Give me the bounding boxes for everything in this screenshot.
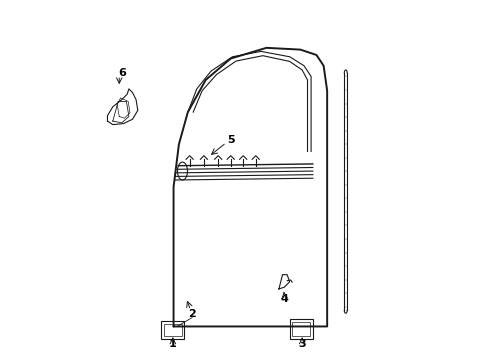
Text: 1: 1	[169, 339, 177, 348]
Bar	[164, 324, 182, 337]
Bar	[292, 322, 310, 337]
Text: 3: 3	[298, 339, 306, 348]
Bar	[290, 319, 313, 339]
Text: 5: 5	[228, 135, 235, 145]
Bar	[161, 321, 184, 339]
Text: 4: 4	[280, 294, 288, 303]
Text: 6: 6	[118, 68, 126, 78]
Text: 2: 2	[188, 309, 196, 319]
